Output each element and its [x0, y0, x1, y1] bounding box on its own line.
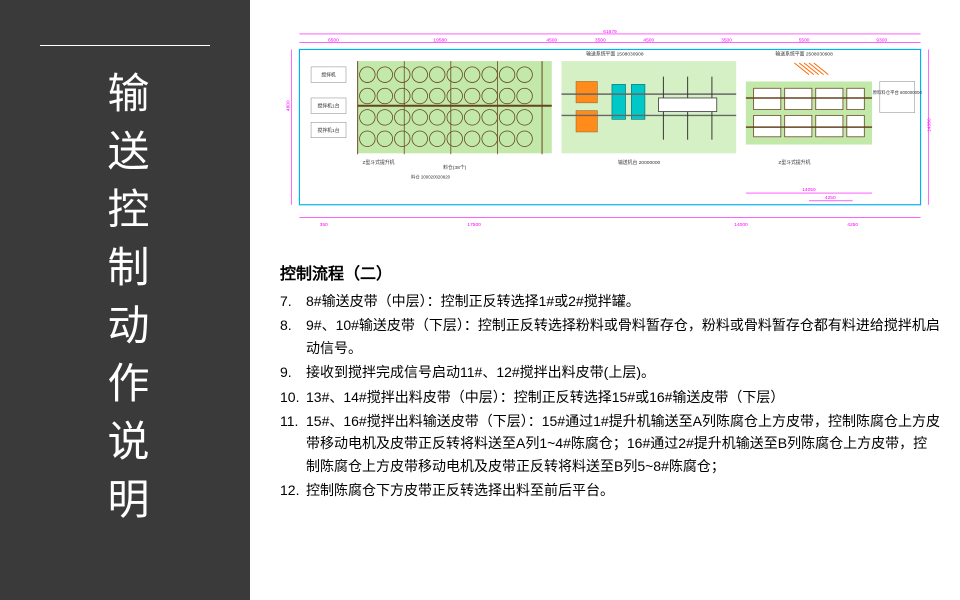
svg-text:5500: 5500	[799, 38, 810, 44]
list-item: 12.控制陈腐仓下方皮带正反转选择出料至前后平台。	[280, 479, 940, 501]
list-item: 10.13#、14#搅拌出料皮带（中层）：控制正反转选择15#或16#输送皮带（…	[280, 386, 940, 408]
svg-text:3500: 3500	[595, 38, 606, 44]
svg-text:4500: 4500	[643, 38, 654, 44]
svg-text:14000: 14000	[734, 222, 748, 228]
svg-text:Z型斗式提升机: Z型斗式提升机	[778, 159, 810, 166]
svg-text:Z型斗式提升机: Z型斗式提升机	[363, 159, 395, 166]
list-item: 11.15#、16#搅拌出料输送皮带（下层）：15#通过1#提升机输送至A列陈腐…	[280, 410, 940, 477]
svg-text:4250: 4250	[825, 195, 836, 201]
content-section: 控制流程（二） 7.8#输送皮带（中层）：控制正反转选择1#或2#搅拌罐。 8.…	[280, 260, 940, 580]
svg-text:搅拌机1台: 搅拌机1台	[317, 103, 339, 110]
floor-plan-diagram: 61679 6500 19580 4500 3500 4500 3500 550…	[280, 20, 940, 240]
svg-text:搅拌机: 搅拌机	[321, 72, 336, 79]
svg-text:3500: 3500	[721, 38, 732, 44]
dim-total-width: 61679	[603, 29, 617, 35]
svg-text:4500: 4500	[546, 38, 557, 44]
svg-text:6500: 6500	[328, 38, 339, 44]
sidebar-divider	[40, 45, 210, 46]
svg-text:350: 350	[320, 222, 328, 228]
svg-text:4800: 4800	[286, 100, 292, 111]
svg-text:19580: 19580	[433, 38, 447, 44]
sidebar: 输送控制动作说明	[0, 0, 250, 600]
svg-text:4250: 4250	[847, 222, 858, 228]
svg-text:14350: 14350	[926, 118, 932, 132]
list-item: 7.8#输送皮带（中层）：控制正反转选择1#或2#搅拌罐。	[280, 290, 940, 312]
process-list: 7.8#输送皮带（中层）：控制正反转选择1#或2#搅拌罐。 8.9#、10#输送…	[280, 290, 940, 502]
main-content: 61679 6500 19580 4500 3500 4500 3500 550…	[250, 0, 960, 600]
section-title: 控制流程（二）	[280, 260, 940, 284]
svg-text:14050: 14050	[802, 187, 816, 193]
svg-text:料仓(38个): 料仓(38个)	[443, 164, 467, 171]
svg-text:输送系统平面 2508030908: 输送系统平面 2508030908	[775, 50, 833, 57]
svg-text:输送系统平面 1508030908: 输送系统平面 1508030908	[586, 50, 644, 57]
svg-text:9300: 9300	[876, 38, 887, 44]
list-item: 8.9#、10#输送皮带（下层）：控制正反转选择粉料或骨料暂存仓，粉料或骨料暂存…	[280, 314, 940, 359]
svg-text:原料料仓平台 800000000: 原料料仓平台 800000000	[873, 89, 923, 96]
svg-text:料仓 200020020820: 料仓 200020020820	[411, 174, 451, 181]
svg-text:搅拌机1台: 搅拌机1台	[317, 127, 339, 134]
svg-text:输送机台 20000000: 输送机台 20000000	[618, 159, 661, 166]
list-item: 9.接收到搅拌完成信号启动11#、12#搅拌出料皮带(上层)。	[280, 361, 940, 383]
svg-text:17500: 17500	[467, 222, 481, 228]
page-title: 输送控制动作说明	[104, 71, 146, 535]
